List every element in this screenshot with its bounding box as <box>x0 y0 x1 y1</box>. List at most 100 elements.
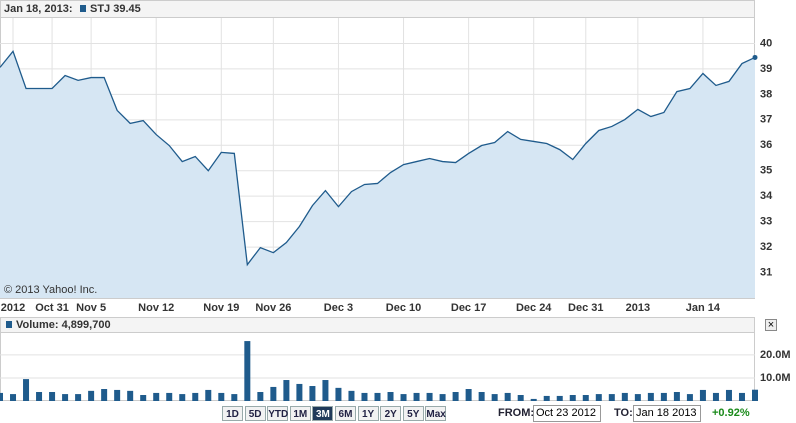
volume-bar <box>634 394 641 401</box>
volume-bar <box>413 392 420 401</box>
volume-bar <box>530 398 537 401</box>
x-tick-label: 2012 <box>1 302 25 314</box>
volume-bar <box>127 390 134 401</box>
volume-bar <box>179 394 186 401</box>
range-button[interactable]: YTD <box>267 406 289 421</box>
range-button[interactable]: 1D <box>222 406 243 421</box>
volume-bar <box>647 392 654 401</box>
from-input[interactable]: Oct 23 2012 <box>533 405 601 422</box>
legend-label: Volume: 4,899,700 <box>16 319 111 331</box>
legend-swatch <box>80 5 86 12</box>
volume-bar <box>257 392 264 401</box>
x-tick-label: 2013 <box>626 302 650 314</box>
volume-header <box>0 317 755 333</box>
volume-bar <box>101 389 108 401</box>
volume-bar <box>569 395 576 401</box>
volume-bar <box>752 389 758 401</box>
to-input[interactable]: Jan 18 2013 <box>633 405 701 422</box>
range-button[interactable]: 3M <box>312 406 334 421</box>
volume-bar <box>452 392 459 401</box>
volume-bar <box>231 394 238 401</box>
volume-bar <box>686 394 693 401</box>
volume-bar <box>387 392 394 401</box>
copyright: © 2013 Yahoo! Inc. <box>4 284 97 296</box>
y-tick-label: 35 <box>760 165 772 177</box>
legend-label: STJ 39.45 <box>90 3 141 15</box>
x-tick-label: Dec 24 <box>516 302 552 314</box>
y-tick-label: 36 <box>760 139 772 151</box>
x-tick-label: Nov 26 <box>255 302 291 314</box>
volume-bar <box>660 392 667 401</box>
volume-bar <box>608 394 615 401</box>
volume-bar <box>296 383 303 401</box>
change: +0.92% <box>712 407 750 419</box>
x-tick-label: Dec 3 <box>324 302 353 314</box>
range-button[interactable]: 6M <box>335 406 356 421</box>
volume-bar <box>309 386 316 401</box>
volume-bar <box>582 395 589 401</box>
y-tick-label: 20.0M <box>760 349 791 361</box>
volume-bar <box>478 392 485 401</box>
area <box>0 51 755 298</box>
range-button[interactable]: 1Y <box>357 406 379 421</box>
y-tick-label: 34 <box>760 190 773 202</box>
volume-bar <box>712 392 719 401</box>
x-tick-label: Nov 5 <box>76 302 106 314</box>
volume-bar <box>725 389 732 401</box>
volume-bar <box>75 394 82 401</box>
volume-bar <box>517 395 524 401</box>
from-label: FROM: <box>498 407 535 419</box>
volume-bar <box>400 394 407 401</box>
range-button[interactable]: 2Y <box>380 406 402 421</box>
volume-bar <box>153 392 160 401</box>
volume-bar <box>361 392 368 401</box>
x-tick-label: Oct 31 <box>35 302 69 314</box>
x-tick-label: Dec 17 <box>451 302 486 314</box>
price-line <box>0 50 756 267</box>
x-tick-label: Nov 12 <box>138 302 174 314</box>
close-button[interactable]: × <box>765 319 777 331</box>
x-tick-label: Dec 31 <box>568 302 603 314</box>
volume-bar <box>322 380 329 401</box>
volume-bar <box>335 387 342 401</box>
volume-bar <box>62 394 69 401</box>
volume-bar <box>192 392 199 401</box>
volume-bar <box>738 392 745 401</box>
volume-bar <box>166 392 173 401</box>
to-label: TO: <box>614 407 633 419</box>
last-point <box>752 54 758 60</box>
volume-bar <box>205 389 212 401</box>
y-tick-label: 37 <box>760 114 772 126</box>
volume-bar <box>595 394 602 401</box>
volume-panel <box>0 332 755 401</box>
y-tick-label: 31 <box>760 266 772 278</box>
volume-bar <box>244 341 251 401</box>
volume-bar <box>23 379 30 401</box>
range-button[interactable]: 1M <box>289 406 311 421</box>
y-tick-label: 40 <box>760 37 772 49</box>
y-tick-label: 32 <box>760 241 772 253</box>
range-button[interactable]: 5D <box>244 406 266 421</box>
range-button[interactable]: Max <box>425 406 447 421</box>
volume-bar <box>621 392 628 401</box>
range-button[interactable]: 5Y <box>402 406 424 421</box>
date-label: Jan 18, 2013: <box>4 3 73 15</box>
volume-bar <box>36 392 43 401</box>
y-tick-label: 33 <box>760 216 772 228</box>
volume-bar <box>270 386 277 401</box>
volume-bar <box>465 389 472 401</box>
x-tick-label: Jan 14 <box>686 302 721 314</box>
volume-bar <box>49 392 56 401</box>
volume-bar <box>374 392 381 401</box>
x-tick-label: Dec 10 <box>386 302 421 314</box>
volume-bar <box>504 392 511 401</box>
volume-bar <box>0 392 3 401</box>
x-tick-label: Nov 19 <box>203 302 239 314</box>
volume-bar <box>491 394 498 401</box>
volume-bar <box>439 394 446 401</box>
volume-bar <box>543 395 550 401</box>
volume-bar <box>218 392 225 401</box>
y-tick-label: 10.0M <box>760 372 791 384</box>
